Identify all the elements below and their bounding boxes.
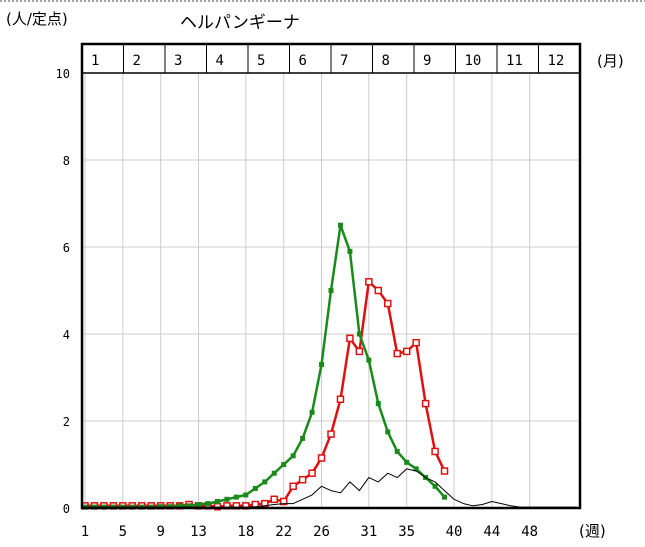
plot-frame — [80, 42, 582, 510]
data-point — [404, 459, 410, 465]
x-tick-label: 40 — [446, 524, 463, 540]
month-label: 1 — [91, 53, 99, 69]
data-point — [393, 349, 401, 358]
data-point — [252, 485, 258, 491]
data-point — [346, 334, 354, 343]
y-axis-unit-label: (人/定点) — [6, 10, 68, 28]
y-tick-label: 0 — [63, 502, 70, 516]
data-point — [431, 447, 439, 456]
x-tick-label: 1 — [81, 524, 89, 540]
series-line — [85, 224, 446, 509]
data-point — [365, 278, 373, 286]
data-point — [413, 466, 419, 472]
data-point — [271, 470, 277, 476]
month-unit-label: (月) — [597, 52, 624, 70]
y-tick-label: 2 — [63, 415, 70, 429]
month-label: 5 — [257, 53, 265, 69]
data-point — [412, 338, 420, 347]
month-strip: 1 2 3 4 5 6 7 8 9 10 11 12 — [91, 44, 564, 73]
data-point — [442, 494, 448, 500]
data-point — [366, 357, 372, 363]
data-point — [290, 453, 296, 459]
month-label: 10 — [465, 53, 482, 69]
month-label: 11 — [506, 53, 523, 69]
data-point — [347, 248, 353, 254]
x-tick-label: 5 — [119, 524, 127, 540]
y-tick-label: 6 — [63, 241, 70, 255]
data-point — [279, 497, 288, 506]
x-tick-label: 44 — [483, 524, 500, 540]
month-label: 12 — [548, 53, 565, 69]
data-point — [214, 498, 220, 504]
data-point — [432, 483, 438, 489]
data-point — [374, 286, 383, 295]
month-label: 2 — [133, 53, 141, 69]
series-group — [81, 222, 577, 511]
data-point — [375, 401, 381, 407]
x-tick-label: 48 — [521, 524, 538, 540]
x-tick-label: 18 — [237, 524, 254, 540]
x-tick-label: 22 — [275, 524, 292, 540]
data-point — [233, 494, 239, 500]
data-point — [421, 399, 430, 408]
data-point — [384, 299, 392, 308]
data-point — [298, 475, 307, 484]
data-point — [177, 503, 183, 509]
data-point — [327, 430, 335, 438]
month-label: 3 — [174, 53, 182, 69]
y-tick-label: 10 — [56, 67, 70, 81]
data-point — [262, 479, 268, 485]
data-point — [356, 331, 362, 337]
data-point — [261, 499, 269, 508]
data-point — [440, 467, 449, 475]
month-label: 8 — [382, 53, 390, 69]
week-unit-label: (週) — [579, 522, 606, 540]
data-point — [308, 469, 316, 477]
data-point — [317, 454, 326, 462]
month-label: 7 — [340, 53, 348, 69]
data-point — [355, 347, 364, 356]
chart-title: ヘルパンギーナ — [180, 13, 300, 33]
data-point — [224, 496, 230, 502]
y-tick-label: 4 — [63, 328, 70, 342]
x-tick-label: 26 — [313, 524, 330, 540]
data-point — [205, 501, 211, 507]
data-point — [336, 395, 345, 403]
x-tick-label: 35 — [398, 524, 415, 540]
data-point — [196, 502, 202, 508]
data-point — [394, 448, 400, 454]
data-point — [289, 482, 297, 490]
y-tick-labels: 0 2 4 6 8 10 — [56, 67, 70, 516]
data-point — [402, 347, 411, 356]
data-point — [270, 495, 278, 504]
month-label: 4 — [216, 53, 224, 69]
data-point — [186, 503, 192, 509]
month-label: 9 — [423, 53, 431, 69]
x-tick-label: 9 — [156, 524, 164, 540]
data-point — [328, 288, 334, 293]
data-point — [300, 435, 306, 441]
data-point — [281, 462, 287, 467]
x-tick-labels: 1 5 9 13 18 22 26 31 35 40 44 48 — [81, 524, 538, 540]
series-line — [85, 468, 577, 508]
data-point — [309, 409, 315, 415]
y-tick-label: 8 — [63, 154, 70, 168]
data-point — [319, 361, 325, 367]
month-label: 6 — [299, 53, 307, 69]
x-tick-label: 13 — [190, 524, 207, 540]
x-tick-label: 31 — [360, 524, 377, 540]
data-point — [243, 492, 249, 498]
data-point — [385, 429, 391, 435]
series-line — [85, 280, 446, 508]
data-point — [337, 222, 343, 228]
